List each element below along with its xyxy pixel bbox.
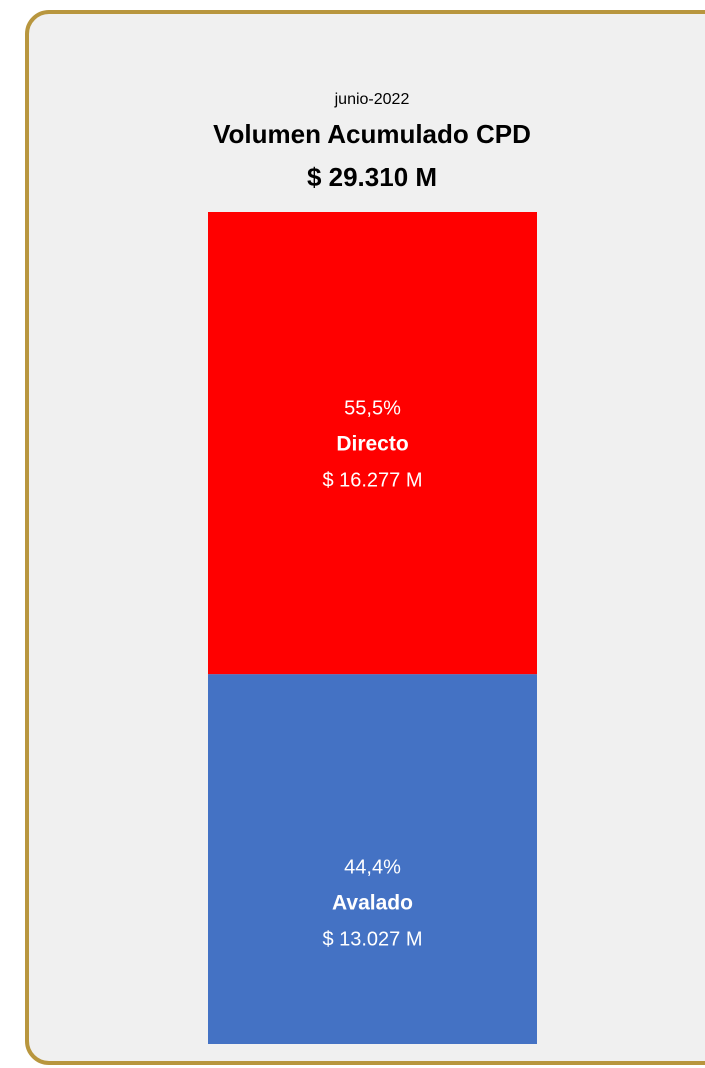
total-label: $ 29.310 M xyxy=(307,162,437,192)
value-label: $ 16.277 M xyxy=(322,469,422,491)
segment-name: Directo xyxy=(336,433,408,456)
bar-segment xyxy=(208,212,537,675)
chart-title: Volumen Acumulado CPD xyxy=(213,119,531,149)
percent-label: 44,4% xyxy=(344,856,401,878)
value-label: $ 13.027 M xyxy=(322,928,422,950)
segment-name: Avalado xyxy=(332,892,413,915)
bar-segment xyxy=(208,674,537,1044)
chart-subtitle: junio-2022 xyxy=(334,91,410,108)
percent-label: 55,5% xyxy=(344,397,401,419)
